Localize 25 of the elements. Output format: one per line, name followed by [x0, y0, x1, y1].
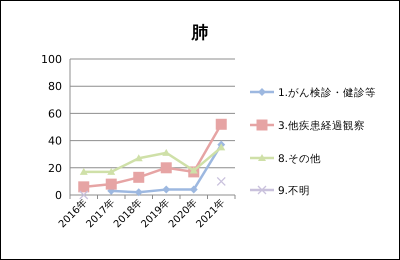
point: [133, 172, 144, 183]
legend-label: 9.不明: [278, 185, 310, 197]
point: [160, 162, 172, 174]
point: [190, 166, 198, 174]
point: [106, 178, 117, 190]
y-tick-label: 80: [48, 80, 62, 94]
y-tick-label: 20: [48, 162, 62, 175]
y-tick-label: 60: [48, 107, 62, 120]
legend-label: 8.その他: [278, 153, 322, 165]
chart-title: 肺: [190, 23, 208, 43]
legend-label: 1.がん検診・健診等: [278, 86, 376, 99]
y-tick-label: 100: [41, 53, 62, 66]
point: [216, 118, 227, 130]
point: [216, 176, 226, 186]
point: [134, 154, 143, 162]
y-tick-label: 0: [55, 189, 62, 202]
y-tick-label: 40: [48, 134, 62, 148]
point: [107, 168, 116, 175]
point: [80, 168, 88, 175]
point: [78, 181, 90, 192]
legend-label: 3.他疾患経過観察: [278, 119, 366, 132]
point: [190, 186, 198, 194]
point: [79, 190, 88, 200]
point: [134, 188, 143, 196]
point: [162, 186, 170, 194]
